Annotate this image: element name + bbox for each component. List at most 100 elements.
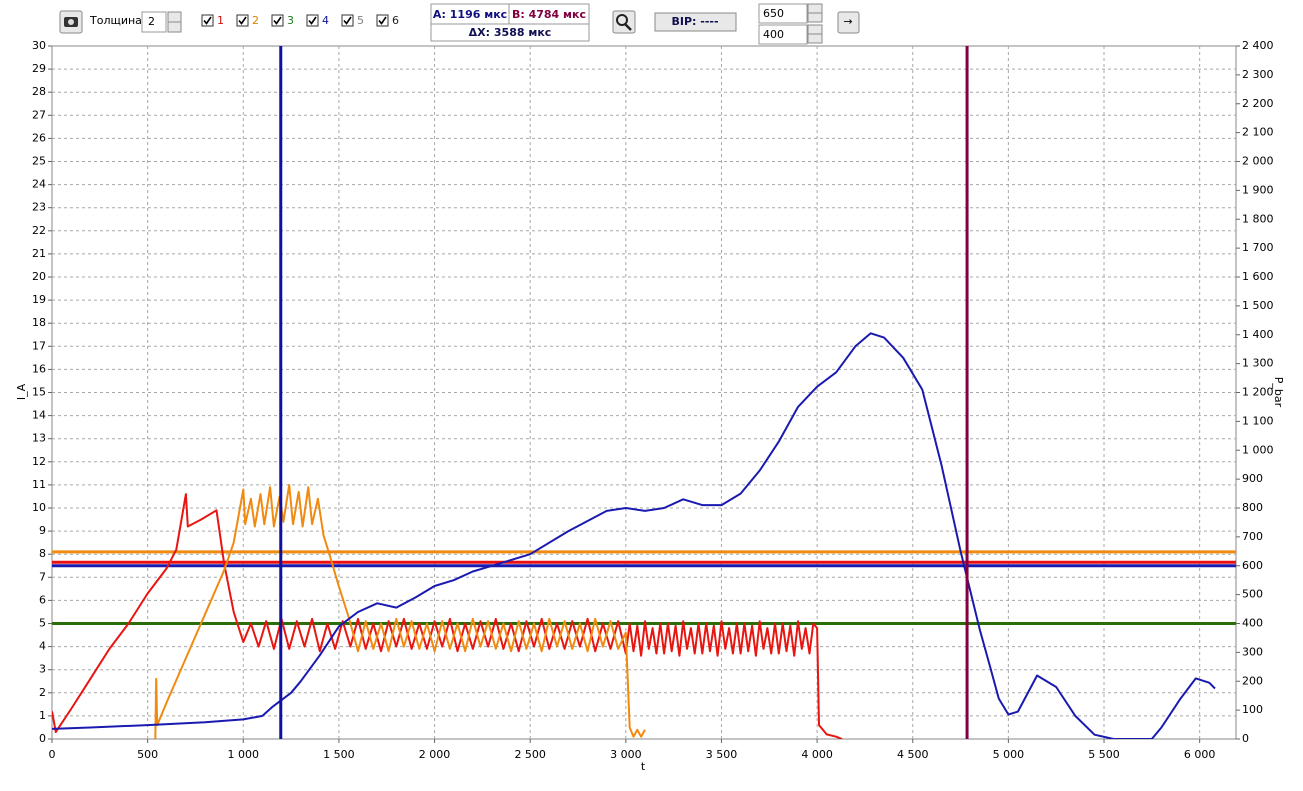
- y-tick-label: 19: [32, 293, 46, 306]
- x-tick-label: 1 500: [323, 748, 355, 761]
- x-tick-label: 2 000: [419, 748, 451, 761]
- y2-tick-label: 400: [1242, 617, 1263, 630]
- channel-label: 1: [217, 14, 224, 27]
- y-tick-label: 14: [32, 409, 46, 422]
- y-tick-label: 23: [32, 201, 46, 214]
- channel-label: 4: [322, 14, 329, 27]
- vip-box: [654, 12, 737, 32]
- y-tick-label: 11: [32, 478, 46, 491]
- delta-readout: ΔX: 3588 мкс: [469, 26, 552, 39]
- check-mark: [343, 16, 352, 25]
- go-label: →: [843, 15, 852, 28]
- y2-tick-label: 1 500: [1242, 299, 1274, 312]
- y-tick-label: 26: [32, 131, 46, 144]
- y2-tick-label: 0: [1242, 732, 1249, 745]
- y-tick-label: 30: [32, 39, 46, 52]
- x-axis-title: t: [641, 760, 646, 773]
- y2-tick-label: 1 900: [1242, 183, 1274, 196]
- y2-tick-label: 700: [1242, 530, 1263, 543]
- y-tick-label: 16: [32, 362, 46, 375]
- x-tick-label: 3 000: [610, 748, 642, 761]
- y-tick-label: 1: [39, 709, 46, 722]
- cursor-info: [430, 3, 590, 42]
- spin-up[interactable]: [807, 3, 823, 14]
- check-mark: [308, 16, 317, 25]
- y-tick-label: 17: [32, 339, 46, 352]
- channel-checkbox[interactable]: [271, 14, 284, 27]
- y2-tick-label: 1 100: [1242, 414, 1274, 427]
- y2-tick-label: 2 000: [1242, 155, 1274, 168]
- y-tick-label: 5: [39, 617, 46, 630]
- y-tick-label: 28: [32, 85, 46, 98]
- y2-tick-label: 900: [1242, 472, 1263, 485]
- y2-tick-label: 1 700: [1242, 241, 1274, 254]
- spin-down[interactable]: [807, 33, 823, 44]
- x-tick-label: 4 500: [897, 748, 929, 761]
- check-mark: [378, 16, 387, 25]
- spin-down[interactable]: [807, 12, 823, 23]
- y-tick-label: 10: [32, 501, 46, 514]
- camera-lens: [68, 19, 74, 25]
- zoom-button[interactable]: [612, 10, 636, 34]
- y2-tick-label: 300: [1242, 645, 1263, 658]
- field-input[interactable]: [758, 24, 808, 45]
- y-tick-label: 4: [39, 640, 46, 653]
- spin-up[interactable]: [167, 11, 182, 23]
- y-tick-label: 12: [32, 455, 46, 468]
- y2-tick-label: 1 800: [1242, 212, 1274, 225]
- y-tick-label: 9: [39, 524, 46, 537]
- channel-label: 5: [357, 14, 364, 27]
- channel-checkbox[interactable]: [341, 14, 354, 27]
- y2-tick-label: 800: [1242, 501, 1263, 514]
- y-tick-label: 24: [32, 178, 46, 191]
- x-tick-label: 5 000: [993, 748, 1025, 761]
- y-tick-label: 3: [39, 663, 46, 676]
- check-mark: [273, 16, 282, 25]
- y-tick-label: 2: [39, 686, 46, 699]
- y-tick-label: 13: [32, 432, 46, 445]
- zoom-icon: [616, 14, 628, 26]
- cursor-b-readout: B: 4784 мкс: [512, 8, 586, 21]
- x-tick-label: 0: [49, 748, 56, 761]
- check-mark: [203, 16, 212, 25]
- field-value: 400: [763, 28, 784, 41]
- y2-tick-label: 200: [1242, 674, 1263, 687]
- y-tick-label: 27: [32, 108, 46, 121]
- cursor-a-readout: A: 1196 мкс: [433, 8, 507, 21]
- y-tick-label: 25: [32, 155, 46, 168]
- y2-tick-label: 1 000: [1242, 443, 1274, 456]
- y-tick-label: 6: [39, 593, 46, 606]
- x-tick-label: 6 000: [1184, 748, 1216, 761]
- x-tick-label: 5 500: [1088, 748, 1120, 761]
- series-line: [154, 483, 646, 739]
- field-input[interactable]: [758, 3, 808, 24]
- check-mark: [238, 16, 247, 25]
- channel-checkbox[interactable]: [236, 14, 249, 27]
- channel-label: 3: [287, 14, 294, 27]
- y2-tick-label: 1 300: [1242, 357, 1274, 370]
- spin-up[interactable]: [807, 24, 823, 35]
- spin-down[interactable]: [167, 21, 182, 33]
- y2-tick-label: 100: [1242, 703, 1263, 716]
- x-tick-label: 4 000: [801, 748, 833, 761]
- y2-tick-label: 2 100: [1242, 126, 1274, 139]
- channel-checkbox[interactable]: [201, 14, 214, 27]
- y-tick-label: 8: [39, 547, 46, 560]
- y2-tick-label: 2 400: [1242, 39, 1274, 52]
- vip-readout: BIP: ----: [671, 15, 718, 28]
- y-tick-label: 20: [32, 270, 46, 283]
- y2-tick-label: 500: [1242, 588, 1263, 601]
- y-tick-label: 15: [32, 386, 46, 399]
- go-button[interactable]: [837, 11, 860, 34]
- series-line: [52, 332, 1216, 739]
- y-tick-label: 7: [39, 570, 46, 583]
- y-tick-label: 21: [32, 247, 46, 260]
- thickness-input[interactable]: [141, 11, 167, 33]
- y2-tick-label: 1 400: [1242, 328, 1274, 341]
- channel-checkbox[interactable]: [376, 14, 389, 27]
- y2-tick-label: 2 300: [1242, 68, 1274, 81]
- channel-checkbox[interactable]: [306, 14, 319, 27]
- y2-tick-label: 1 200: [1242, 386, 1274, 399]
- y2-tick-label: 2 200: [1242, 97, 1274, 110]
